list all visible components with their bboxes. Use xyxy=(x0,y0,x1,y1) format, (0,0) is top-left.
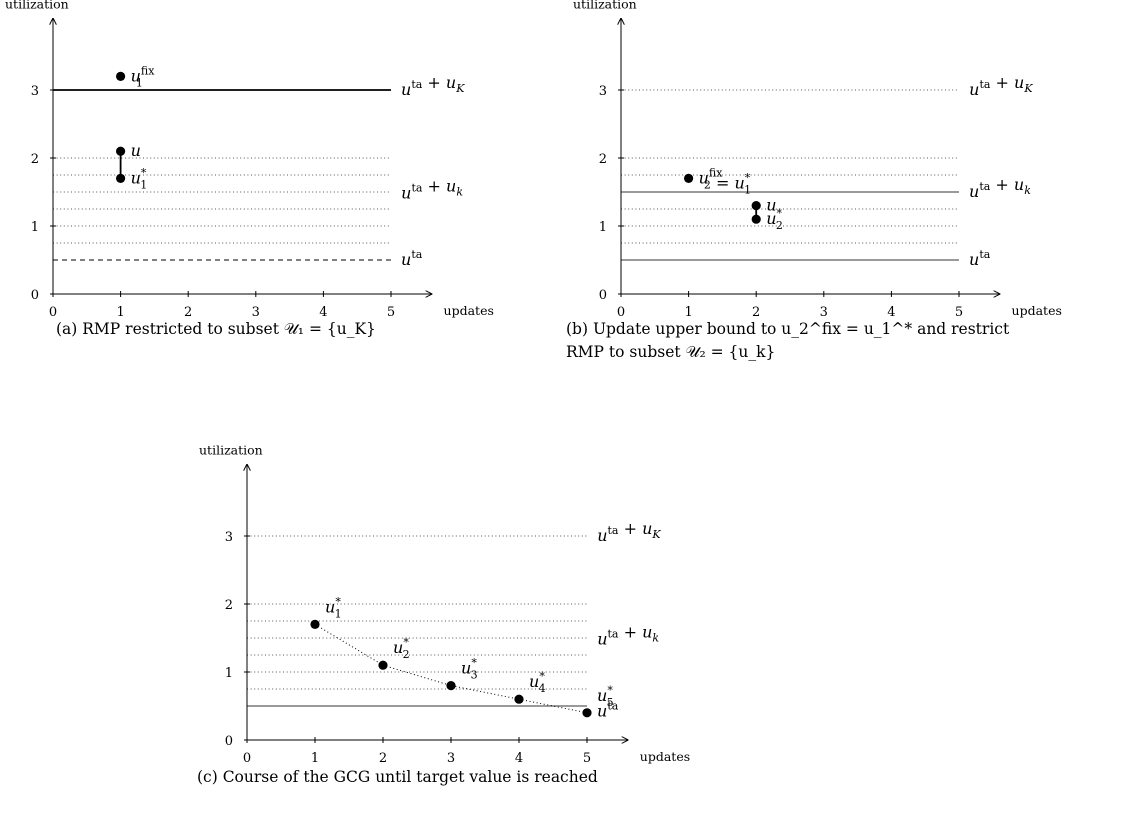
chart-c-x-tick-label: 3 xyxy=(447,751,455,766)
chart-b-x-tick-label: 5 xyxy=(955,305,963,320)
chart-c-free-label: uta + uK xyxy=(597,519,661,545)
chart-c-data-point xyxy=(582,708,592,718)
chart-c-x-tick-label: 2 xyxy=(379,751,387,766)
chart-a-x-tick-label: 3 xyxy=(252,305,260,320)
chart-b-x-axis-label: updates xyxy=(1012,303,1062,318)
chart-a-point-label: u* 1 xyxy=(131,166,148,191)
chart-a-line-label: uta xyxy=(401,248,423,269)
chart-b: uta + uk uta uta + uK 0 1 2 3 4 5 0 1 2 3 updates util… xyxy=(566,0,1062,361)
chart-c-line-label: uta xyxy=(597,699,619,720)
chart-a-free-label: uta + uk xyxy=(401,176,463,202)
chart-a-y-tick-label: 3 xyxy=(31,84,39,99)
chart-c-point-label: u* 4 xyxy=(529,670,546,695)
chart-a-y-tick-label: 2 xyxy=(31,152,39,167)
chart-c-x-tick-label: 4 xyxy=(515,751,523,766)
chart-a-x-tick-label: 0 xyxy=(49,305,57,320)
chart-b-y-axis-label: utilization xyxy=(573,0,637,12)
chart-a-data-point xyxy=(116,173,126,183)
chart-a-caption: (a) RMP restricted to subset 𝒰₁ = {u_K} xyxy=(56,320,376,338)
chart-c-point-label: u* 1 xyxy=(325,595,342,620)
chart-b-data-point xyxy=(751,214,761,224)
chart-c-x-tick-label: 5 xyxy=(583,751,591,766)
chart-b-free-label: uta + uK xyxy=(969,73,1033,99)
chart-a-x-tick-label: 1 xyxy=(116,305,124,320)
chart-b-caption-line2: RMP to subset 𝒰₂ = {u_k} xyxy=(566,343,775,361)
chart-c-data-point xyxy=(378,660,388,670)
chart-a-y-axis-label: utilization xyxy=(5,0,69,12)
chart-a: uta + uK uta uta + uk 0 1 2 3 4 5 0 1 2 3 updates util… xyxy=(5,0,494,338)
chart-b-point-label: u xyxy=(766,196,776,215)
chart-c-x-axis-label: updates xyxy=(640,749,690,764)
chart-b-line-label: uta xyxy=(969,248,991,269)
chart-b-point-label: u* 2 xyxy=(766,207,783,232)
chart-c: uta uta + uK uta + uk 0 1 2 3 4 5 0 1 2 3 updates util… xyxy=(197,443,690,786)
chart-c-caption: (c) Course of the GCG until target value… xyxy=(197,768,598,786)
chart-a-data-point xyxy=(116,71,126,81)
chart-c-y-tick-label: 1 xyxy=(225,666,233,681)
chart-c-data-point xyxy=(310,619,320,630)
chart-b-y-tick-label: 1 xyxy=(599,220,607,235)
chart-c-y-tick-label: 2 xyxy=(225,598,233,613)
chart-a-point-label: ufix 1 xyxy=(131,64,156,89)
chart-c-y-tick-label: 0 xyxy=(225,734,233,749)
chart-b-x-tick-label: 1 xyxy=(684,305,692,320)
chart-c-point-label: u* 3 xyxy=(461,657,478,682)
chart-a-line-label: uta + uK xyxy=(401,73,465,99)
chart-a-x-tick-label: 5 xyxy=(387,305,395,320)
chart-b-x-tick-label: 0 xyxy=(617,305,625,320)
chart-b-caption-line1: (b) Update upper bound to u_2^fix = u_1^… xyxy=(566,320,1010,338)
chart-a-y-tick-label: 0 xyxy=(31,288,39,303)
chart-a-x-axis-label: updates xyxy=(444,303,494,318)
chart-a-x-tick-label: 4 xyxy=(319,305,327,320)
chart-b-y-tick-label: 3 xyxy=(599,84,607,99)
chart-c-x-tick-label: 1 xyxy=(311,751,319,766)
chart-a-x-tick-label: 2 xyxy=(184,305,192,320)
chart-c-y-axis-label: utilization xyxy=(199,443,263,458)
chart-c-data-point xyxy=(514,694,524,704)
chart-b-x-tick-label: 4 xyxy=(887,305,895,320)
chart-c-point-label: u* 2 xyxy=(393,636,410,661)
chart-c-point-label: u* 5 xyxy=(597,684,614,709)
chart-a-point-label: u xyxy=(131,141,141,160)
chart-b-x-tick-label: 3 xyxy=(820,305,828,320)
chart-c-x-tick-label: 0 xyxy=(243,751,251,766)
chart-c-y-tick-label: 3 xyxy=(225,530,233,545)
chart-c-free-label: uta + uk xyxy=(597,622,659,648)
chart-b-data-point xyxy=(751,201,761,211)
chart-b-line-label: uta + uk xyxy=(969,175,1031,201)
chart-b-data-point xyxy=(684,173,694,183)
chart-b-y-tick-label: 0 xyxy=(599,288,607,303)
chart-b-y-tick-label: 2 xyxy=(599,152,607,167)
chart-b-point-label: ufix 2 = u* 1 xyxy=(699,166,751,196)
chart-a-data-point xyxy=(116,146,126,156)
chart-a-y-tick-label: 1 xyxy=(31,220,39,235)
chart-c-data-point xyxy=(446,681,456,691)
chart-b-x-tick-label: 2 xyxy=(752,305,760,320)
